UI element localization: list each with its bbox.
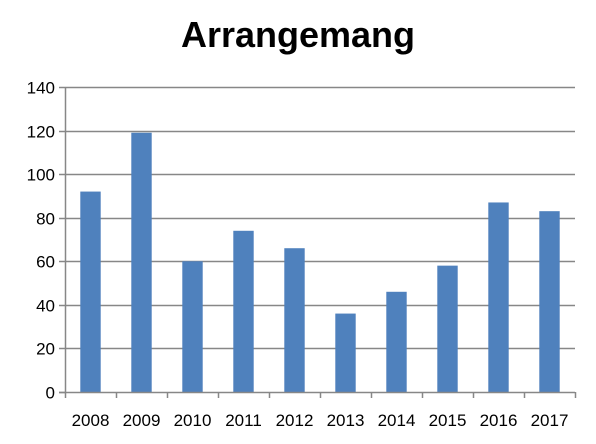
y-tick-label: 120: [27, 123, 55, 142]
bar-2017: [539, 211, 560, 392]
y-tick-label: 0: [46, 384, 55, 403]
x-tick-label: 2008: [72, 411, 110, 430]
bar-2009: [131, 132, 152, 392]
bar-2011: [233, 230, 254, 392]
bar-2013: [335, 313, 356, 392]
x-tick-label: 2013: [327, 411, 365, 430]
x-axis-tick-labels: 2008 2009 2010 2011 2012 2013 2014 2015 2016 2017: [72, 411, 569, 430]
x-tick-label: 2010: [174, 411, 212, 430]
x-tick-label: 2009: [123, 411, 161, 430]
x-tick-label: 2017: [531, 411, 569, 430]
y-tick-label: 20: [36, 340, 55, 359]
x-tick-label: 2011: [225, 411, 262, 430]
bar-2015: [437, 265, 458, 392]
bars: [80, 132, 560, 392]
y-axis-tick-labels: 0 20 40 60 80 100 120 140: [27, 79, 55, 403]
y-tick-label: 60: [36, 253, 55, 272]
x-tick-label: 2015: [429, 411, 467, 430]
bar-2008: [80, 191, 101, 392]
x-tick-label: 2016: [480, 411, 518, 430]
y-tick-label: 100: [27, 166, 55, 185]
y-tick-label: 140: [27, 79, 55, 98]
x-tick-label: 2014: [378, 411, 416, 430]
y-tick-label: 40: [36, 297, 55, 316]
bar-2010: [182, 261, 203, 392]
chart-title: Arrangemang: [180, 14, 416, 55]
bar-2016: [488, 202, 509, 392]
x-tick-label: 2012: [276, 411, 314, 430]
bar-2012: [284, 248, 305, 392]
y-tick-label: 80: [36, 210, 55, 229]
axes: [59, 86, 577, 398]
bar-2014: [386, 291, 407, 392]
